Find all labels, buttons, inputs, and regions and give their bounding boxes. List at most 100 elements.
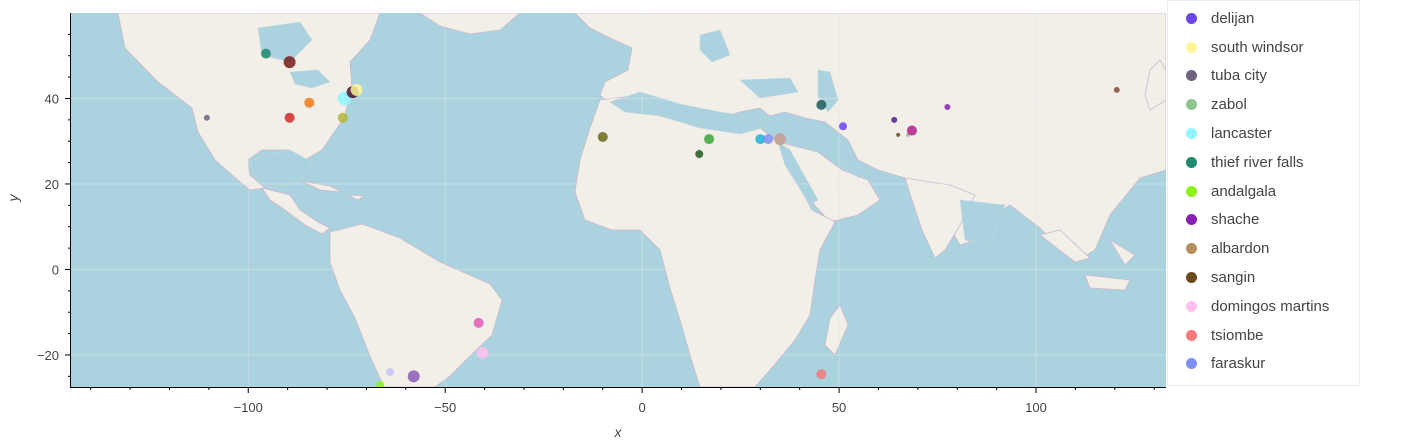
- indian-subcontinent: [904, 177, 976, 259]
- legend-item[interactable]: lancaster: [1168, 119, 1359, 148]
- y-axis-ticks: −20 0 20 40: [37, 33, 71, 377]
- legend-item[interactable]: andalgala: [1168, 177, 1359, 206]
- data-point[interactable]: [896, 132, 901, 137]
- data-point[interactable]: [386, 368, 395, 377]
- y-tick-label: 40: [45, 91, 59, 106]
- mediterranean-sea: [609, 91, 771, 135]
- legend-swatch: [1186, 358, 1197, 370]
- legend-item[interactable]: tsiombe: [1168, 321, 1359, 350]
- legend-swatch: [1186, 329, 1197, 341]
- gulf-of-mexico: [249, 149, 313, 189]
- legend-label: south windsor: [1211, 38, 1304, 56]
- great-lakes: [289, 69, 331, 89]
- data-point[interactable]: [704, 134, 715, 145]
- data-point[interactable]: [944, 104, 951, 111]
- legend-label: zabol: [1211, 96, 1247, 114]
- data-point[interactable]: [773, 133, 786, 146]
- x-tick-label: −50: [434, 400, 456, 415]
- data-point[interactable]: [597, 131, 608, 142]
- bay-of-bengal: [959, 199, 1006, 246]
- legend-item[interactable]: albardon: [1168, 234, 1359, 263]
- data-point[interactable]: [304, 97, 315, 108]
- data-point[interactable]: [283, 56, 296, 69]
- africa-landmass: [574, 94, 836, 387]
- legend-item[interactable]: delijan: [1168, 4, 1359, 33]
- axes-layer: −100 −50 0 50 100 −20 0 20 40 x y: [5, 13, 1166, 440]
- legend-swatch: [1186, 41, 1197, 53]
- data-point[interactable]: [1113, 86, 1120, 93]
- x-tick-label: 0: [639, 400, 646, 415]
- legend-swatch: [1186, 214, 1197, 226]
- legend-swatch: [1186, 128, 1197, 140]
- data-point[interactable]: [695, 150, 704, 159]
- central-america-landmass: [261, 187, 331, 235]
- legend-item[interactable]: thief river falls: [1168, 148, 1359, 177]
- data-point[interactable]: [755, 134, 766, 145]
- japan-islands: [1144, 59, 1166, 111]
- legend-label: shache: [1211, 211, 1260, 229]
- legend-item[interactable]: shache: [1168, 206, 1359, 235]
- legend-item[interactable]: tuba city: [1168, 62, 1359, 91]
- legend-label: tsiombe: [1211, 326, 1264, 344]
- legend-item[interactable]: sangin: [1168, 263, 1359, 292]
- legend-label: lancaster: [1211, 125, 1272, 143]
- legend-item[interactable]: domingos martins: [1168, 292, 1359, 321]
- data-points-layer: [203, 48, 1120, 389]
- madagascar-island: [824, 304, 849, 356]
- x-tick-label: 100: [1025, 400, 1047, 415]
- y-tick-label: 0: [52, 262, 59, 277]
- legend-label: tuba city: [1211, 67, 1267, 85]
- legend-label: albardon: [1211, 240, 1270, 258]
- y-axis-label: y: [5, 194, 21, 203]
- red-sea: [777, 141, 819, 206]
- legend-label: delijan: [1211, 9, 1255, 27]
- y-tick-label: 20: [45, 177, 59, 192]
- legend-item[interactable]: south windsor: [1168, 33, 1359, 62]
- south-america-landmass: [329, 223, 503, 387]
- data-point[interactable]: [816, 369, 827, 380]
- legend-swatch: [1186, 243, 1197, 255]
- legend-swatch: [1186, 300, 1197, 312]
- data-point[interactable]: [476, 346, 489, 359]
- x-axis-label: x: [614, 424, 623, 440]
- x-axis-ticks: −100 −50 0 50 100: [90, 387, 1155, 415]
- data-point[interactable]: [337, 112, 348, 123]
- legend-swatch: [1186, 272, 1197, 284]
- data-point[interactable]: [350, 83, 363, 96]
- map-gridlines: [71, 13, 1166, 387]
- legend-item[interactable]: zabol: [1168, 90, 1359, 119]
- data-point[interactable]: [891, 116, 898, 123]
- chart-legend: delijan south windsor tuba city zabol lancas…: [1167, 0, 1360, 386]
- y-tick-label: −20: [37, 348, 59, 363]
- legend-label: thief river falls: [1211, 153, 1304, 171]
- data-point[interactable]: [407, 370, 420, 383]
- x-tick-label: −100: [234, 400, 263, 415]
- legend-label: domingos martins: [1211, 297, 1330, 315]
- legend-swatch: [1186, 185, 1197, 197]
- legend-swatch: [1186, 12, 1197, 24]
- black-sea: [739, 77, 799, 99]
- map-land-layer: [117, 13, 1166, 387]
- persian-gulf: [841, 159, 871, 179]
- data-point[interactable]: [839, 122, 848, 131]
- baltic-sea: [699, 29, 731, 63]
- data-point[interactable]: [816, 99, 827, 110]
- legend-swatch: [1186, 70, 1197, 82]
- x-tick-label: 50: [832, 400, 846, 415]
- scatter-map-chart: −100 −50 0 50 100 −20 0 20 40 x y: [5, 13, 1166, 440]
- southeast-asia-islands: [1039, 229, 1136, 291]
- legend-label: andalgala: [1211, 182, 1277, 200]
- legend-item[interactable]: faraskur: [1168, 350, 1359, 379]
- data-point[interactable]: [284, 112, 295, 123]
- legend-label: sangin: [1211, 269, 1256, 287]
- data-point[interactable]: [376, 380, 385, 389]
- data-point[interactable]: [763, 134, 774, 145]
- data-point[interactable]: [260, 48, 271, 59]
- data-point[interactable]: [473, 317, 484, 328]
- legend-swatch: [1186, 99, 1197, 111]
- legend-swatch: [1186, 156, 1197, 168]
- data-point[interactable]: [906, 125, 917, 136]
- data-point[interactable]: [203, 114, 210, 121]
- legend-label: faraskur: [1211, 355, 1266, 373]
- hudson-bay: [257, 21, 313, 63]
